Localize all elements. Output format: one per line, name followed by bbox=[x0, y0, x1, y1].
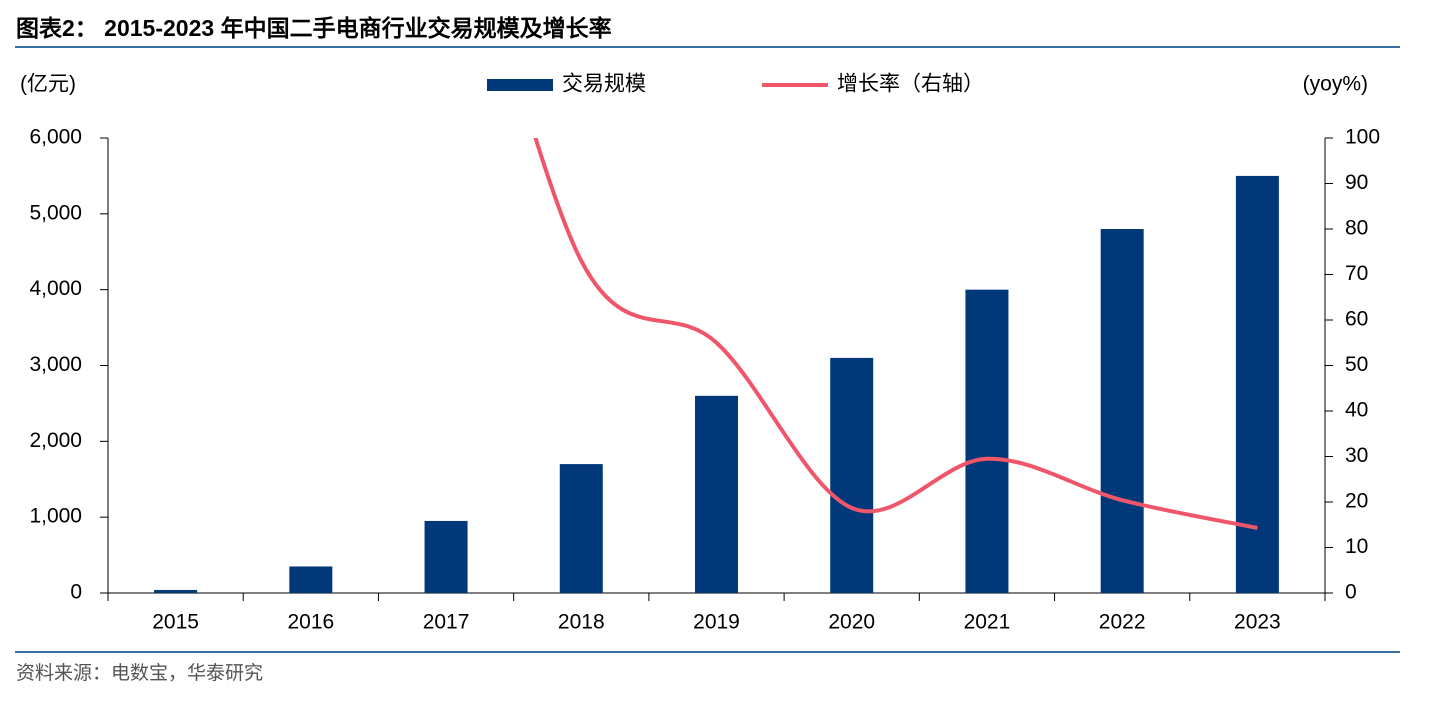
y2-tick-label: 20 bbox=[1345, 490, 1368, 513]
bar bbox=[559, 464, 603, 593]
x-tick-label: 2018 bbox=[558, 611, 605, 634]
bar bbox=[965, 289, 1009, 593]
y-tick-label: 5,000 bbox=[29, 201, 82, 224]
y2-tick-label: 40 bbox=[1345, 399, 1368, 422]
y2-tick-label: 30 bbox=[1345, 444, 1368, 467]
y2-tick-label: 10 bbox=[1345, 535, 1368, 558]
bar bbox=[830, 357, 874, 593]
bar bbox=[154, 589, 198, 593]
y-tick-label: 2,000 bbox=[29, 429, 82, 452]
y2-axis-label: (yoy%) bbox=[1303, 73, 1368, 96]
y2-tick-label: 80 bbox=[1345, 217, 1368, 240]
x-tick-label: 2016 bbox=[287, 611, 334, 634]
legend-label: 交易规模 bbox=[562, 73, 646, 96]
x-tick-label: 2023 bbox=[1234, 611, 1281, 634]
y2-tick-label: 90 bbox=[1345, 171, 1368, 194]
bar bbox=[289, 566, 333, 593]
y-tick-label: 6,000 bbox=[29, 126, 82, 149]
chart-title: 图表2： 2015-2023 年中国二手电商行业交易规模及增长率 bbox=[16, 15, 612, 41]
y-tick-label: 0 bbox=[70, 581, 82, 604]
y-tick-label: 1,000 bbox=[29, 505, 82, 528]
legend-label: 增长率（右轴） bbox=[837, 73, 984, 96]
growth-line bbox=[533, 138, 1258, 530]
x-tick-label: 2015 bbox=[152, 611, 199, 634]
legend-swatch bbox=[487, 79, 553, 91]
y-tick-label: 4,000 bbox=[29, 277, 82, 300]
y2-tick-label: 60 bbox=[1345, 308, 1368, 331]
y2-tick-label: 70 bbox=[1345, 262, 1368, 285]
bar bbox=[1100, 229, 1144, 593]
y2-tick-label: 50 bbox=[1345, 353, 1368, 376]
y2-tick-label: 100 bbox=[1345, 126, 1380, 149]
source: 资料来源：电数宝，华泰研究 bbox=[16, 662, 263, 684]
y-tick-label: 3,000 bbox=[29, 353, 82, 376]
x-tick-label: 2022 bbox=[1099, 611, 1146, 634]
bar bbox=[424, 520, 468, 593]
x-tick-label: 2019 bbox=[693, 611, 740, 634]
y2-tick-label: 0 bbox=[1345, 581, 1357, 604]
x-tick-label: 2020 bbox=[828, 611, 875, 634]
y-axis-label: (亿元) bbox=[20, 73, 76, 96]
x-tick-label: 2017 bbox=[423, 611, 470, 634]
x-tick-label: 2021 bbox=[964, 611, 1011, 634]
bar bbox=[695, 395, 738, 593]
bar bbox=[1235, 175, 1279, 593]
